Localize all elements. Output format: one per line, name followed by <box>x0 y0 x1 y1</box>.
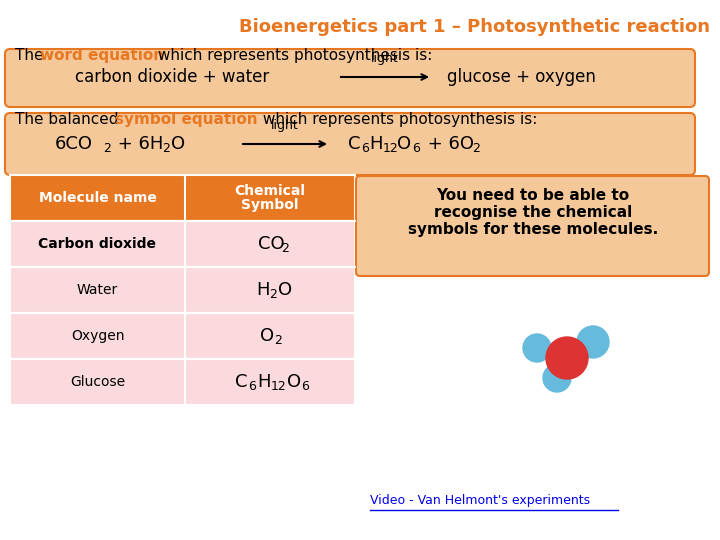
Bar <box>10 313 355 359</box>
Text: The balanced: The balanced <box>15 112 123 127</box>
FancyBboxPatch shape <box>356 176 709 276</box>
Text: 2: 2 <box>103 141 111 154</box>
Text: Water: Water <box>77 283 118 297</box>
Circle shape <box>546 337 588 379</box>
Bar <box>10 221 355 267</box>
Text: O: O <box>287 373 301 391</box>
Text: recognise the chemical: recognise the chemical <box>434 205 632 220</box>
Text: Glucose: Glucose <box>70 375 125 389</box>
Text: 6: 6 <box>248 381 256 394</box>
Text: 2: 2 <box>274 334 282 348</box>
Text: 12: 12 <box>271 381 287 394</box>
Text: which represents photosynthesis is:: which represents photosynthesis is: <box>258 112 537 127</box>
Bar <box>10 359 355 405</box>
Text: O: O <box>397 135 411 153</box>
Circle shape <box>523 334 551 362</box>
Text: O: O <box>278 281 292 299</box>
Text: + 6H: + 6H <box>112 135 163 153</box>
Text: light: light <box>271 119 299 132</box>
Text: 12: 12 <box>383 141 399 154</box>
Text: O: O <box>260 327 274 345</box>
Text: Molecule name: Molecule name <box>39 191 156 205</box>
Text: symbols for these molecules.: symbols for these molecules. <box>408 222 658 237</box>
Bar <box>10 175 355 221</box>
Text: Video - Van Helmont's experiments: Video - Van Helmont's experiments <box>370 494 590 507</box>
Text: 6: 6 <box>301 381 309 394</box>
Text: CO: CO <box>258 235 284 253</box>
Circle shape <box>543 364 571 392</box>
FancyBboxPatch shape <box>5 49 695 107</box>
Bar <box>10 267 355 313</box>
Text: 6: 6 <box>412 141 420 154</box>
Text: 2: 2 <box>162 141 170 154</box>
Text: 6: 6 <box>361 141 369 154</box>
Text: H: H <box>369 135 382 153</box>
Text: light: light <box>371 52 399 65</box>
Text: 2: 2 <box>269 288 277 301</box>
Text: carbon dioxide + water: carbon dioxide + water <box>75 68 269 86</box>
Text: word equation: word equation <box>40 48 164 63</box>
Text: Bioenergetics part 1 – Photosynthetic reaction: Bioenergetics part 1 – Photosynthetic re… <box>239 18 710 36</box>
Text: + 6O: + 6O <box>422 135 474 153</box>
Text: Oxygen: Oxygen <box>71 329 125 343</box>
Text: Chemical: Chemical <box>235 184 305 198</box>
Text: C: C <box>235 373 248 391</box>
Text: Symbol: Symbol <box>241 198 299 212</box>
Text: H: H <box>256 281 269 299</box>
Text: C: C <box>348 135 361 153</box>
Text: which represents photosynthesis is:: which represents photosynthesis is: <box>153 48 433 63</box>
Circle shape <box>577 326 609 358</box>
Text: O: O <box>171 135 185 153</box>
FancyBboxPatch shape <box>5 113 695 175</box>
Text: You need to be able to: You need to be able to <box>436 188 629 203</box>
Text: symbol equation: symbol equation <box>115 112 258 127</box>
Text: The: The <box>15 48 48 63</box>
Text: 6CO: 6CO <box>55 135 93 153</box>
Text: 2: 2 <box>472 141 480 154</box>
Text: Carbon dioxide: Carbon dioxide <box>38 237 156 251</box>
Text: H: H <box>257 373 271 391</box>
Text: 2: 2 <box>281 242 289 255</box>
Text: glucose + oxygen: glucose + oxygen <box>447 68 596 86</box>
